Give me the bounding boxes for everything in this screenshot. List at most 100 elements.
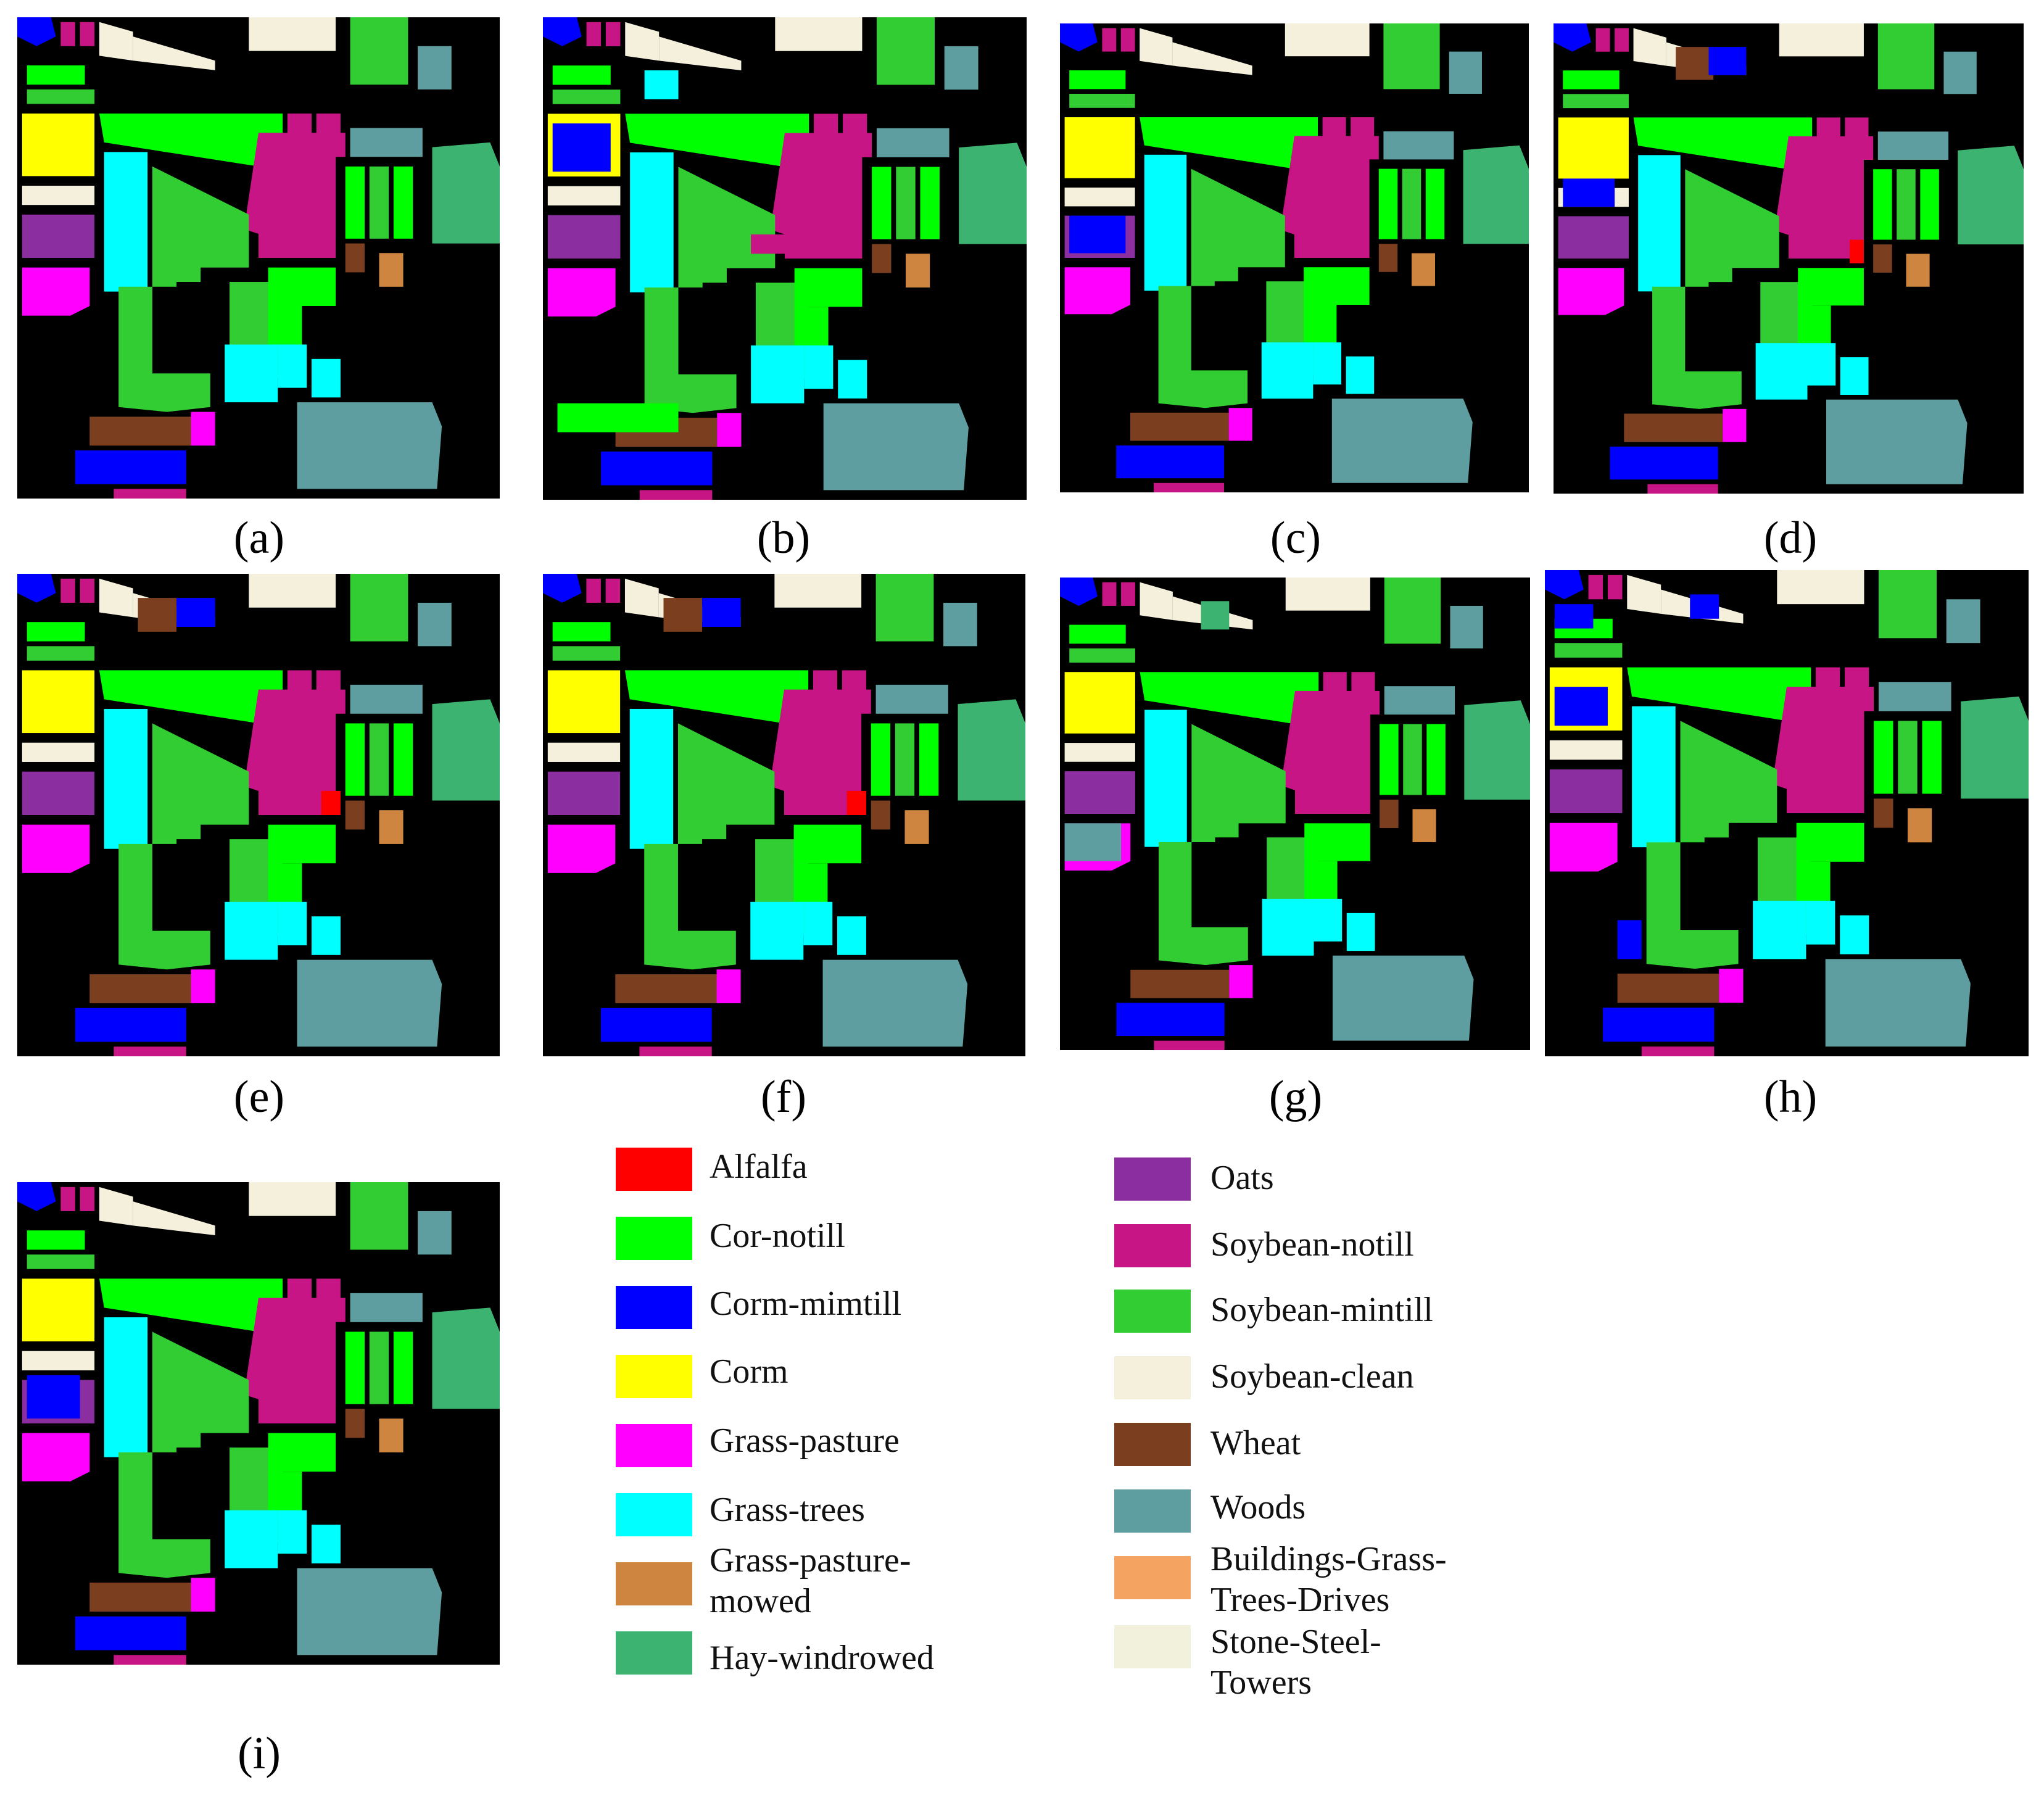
map-region-cor-notill <box>919 723 939 796</box>
map-region-grass-pasture <box>716 969 741 1003</box>
map-region-cor-notill <box>27 1230 85 1250</box>
map-region-cor-notill <box>268 267 336 306</box>
map-region-soybean-notill <box>316 670 341 695</box>
map-region-wheat <box>871 800 891 830</box>
legend-swatch-stone-steel-towers <box>1114 1625 1191 1668</box>
map-region-corm-mimtill <box>543 17 582 46</box>
map-region-grass-trees <box>104 152 148 292</box>
map-region-soybean-notill <box>60 1186 75 1211</box>
map-region-soybean-clean <box>1064 188 1135 207</box>
map-region-grass-pasture-mowed <box>904 810 929 844</box>
map-region-cor-notill <box>27 622 85 642</box>
legend-label-corm: Corm <box>710 1352 788 1391</box>
map-region-cor-notill <box>99 670 283 724</box>
map-region-grass-trees <box>1313 342 1341 385</box>
map-region-wheat <box>1380 800 1399 828</box>
map-region-soybean-clean <box>1064 743 1135 762</box>
map-region-soybean-mintill <box>1159 724 1286 966</box>
map-region-grass-trees <box>1346 356 1375 394</box>
map-region-hay-windrowed <box>958 699 1025 801</box>
map-region-grass-trees <box>838 360 867 399</box>
map-region-grass-pasture <box>22 267 90 316</box>
map-region-oats <box>22 771 95 815</box>
map-region-cor-notill <box>1426 724 1446 795</box>
legend-swatch-soybean-notill <box>1114 1224 1191 1267</box>
map-region-soybean-clean <box>22 1351 95 1370</box>
panel-h-caption: (h) <box>1763 1072 1818 1122</box>
panel-c-map <box>1060 23 1529 492</box>
map-region-soybean-mintill <box>1898 721 1918 794</box>
map-region-grass-pasture <box>547 824 616 873</box>
map-region-soybean-notill <box>1607 574 1623 600</box>
map-region-soybean-notill <box>1323 672 1347 696</box>
map-region-cor-notill <box>99 114 283 167</box>
map-region-oats <box>22 214 95 258</box>
legend-label-soybean-notill: Soybean-notill <box>1210 1225 1414 1264</box>
map-region-grass-trees <box>1638 155 1681 292</box>
map-region-soybean-mintill <box>1897 169 1916 240</box>
legend-label-grass-pasture: Grass-pasture <box>710 1422 900 1460</box>
map-region-corm-mimtill <box>1563 178 1615 207</box>
map-region-cor-notill <box>345 166 365 239</box>
map-region-cor-notill <box>1633 117 1813 170</box>
map-region-soybean-notill <box>1351 672 1375 696</box>
map-region-woods <box>297 959 442 1047</box>
legend-swatch-alfalfa <box>616 1148 692 1191</box>
map-region-grass-trees <box>644 70 679 99</box>
legend-label-oats: Oats <box>1210 1159 1274 1197</box>
legend-label-cor-notill: Cor-notill <box>710 1217 845 1255</box>
map-region-soybean-clean <box>1627 574 1661 614</box>
map-region-cor-notill <box>552 65 611 85</box>
map-region-cor-notill <box>1069 70 1126 89</box>
map-region-corm <box>1064 672 1135 734</box>
panel-a-caption: (a) <box>233 513 285 563</box>
legend-label-grass-pasture-mowed: Grass-pasture- mowed <box>710 1541 911 1620</box>
map-region-soybean-mintill <box>1158 168 1285 408</box>
map-region-grass-pasture <box>1229 965 1253 998</box>
map-region-soybean-mintill <box>552 89 621 104</box>
map-region-oats <box>547 215 621 259</box>
map-region-grass-pasture-mowed <box>1908 808 1932 843</box>
map-region-alfalfa <box>846 790 866 815</box>
map-region-soybean-notill <box>244 133 345 258</box>
map-region-wheat <box>345 800 365 830</box>
map-region-soybean-notill <box>843 114 867 138</box>
map-region-soybean-notill <box>1772 687 1874 813</box>
map-region-grass-trees <box>278 1510 307 1554</box>
classification-map-b <box>543 17 1027 500</box>
map-region-grass-pasture <box>191 412 215 446</box>
map-region-soybean-notill <box>60 578 75 603</box>
map-region-wheat <box>1378 244 1398 272</box>
legend-swatch-wheat <box>1114 1423 1191 1466</box>
map-region-oats <box>1558 216 1629 259</box>
map-region-corm-mimtill <box>1069 215 1126 254</box>
legend-label-alfalfa: Alfalfa <box>710 1148 808 1186</box>
map-region-grass-trees <box>1753 900 1806 959</box>
legend-label-hay-windrowed: Hay-windrowed <box>710 1639 934 1677</box>
map-region-soybean-notill <box>586 22 602 46</box>
map-region-grass-pasture <box>1558 268 1624 315</box>
map-region-grass-trees <box>1261 342 1314 399</box>
map-region-oats <box>1549 769 1623 813</box>
map-region-grass-trees <box>1144 154 1187 291</box>
map-region-woods <box>1383 131 1454 160</box>
map-region-soybean-mintill <box>1383 23 1440 89</box>
map-region-woods <box>1946 599 1980 644</box>
map-region-soybean-notill <box>1615 28 1629 52</box>
map-region-cor-notill <box>1140 117 1318 169</box>
map-region-soybean-mintill <box>1652 169 1779 409</box>
map-region-woods <box>944 46 979 90</box>
map-region-grass-trees <box>1840 357 1869 395</box>
map-region-soybean-notill <box>1588 574 1603 600</box>
map-region-soybean-clean <box>1549 740 1623 760</box>
map-region-corm <box>22 1278 95 1342</box>
map-region-soybean-mintill <box>1646 721 1777 969</box>
map-region-soybean-notill <box>1595 28 1610 52</box>
legend-swatch-corm-mimtill <box>616 1286 692 1329</box>
map-region-corm-mimtill <box>17 1182 56 1211</box>
map-region-cor-notill <box>920 167 940 239</box>
map-region-soybean-notill <box>1647 484 1718 494</box>
panel-d-map <box>1554 23 2024 494</box>
legend-label-wheat: Wheat <box>1210 1424 1301 1462</box>
map-region-corm-mimtill <box>1545 570 1584 600</box>
